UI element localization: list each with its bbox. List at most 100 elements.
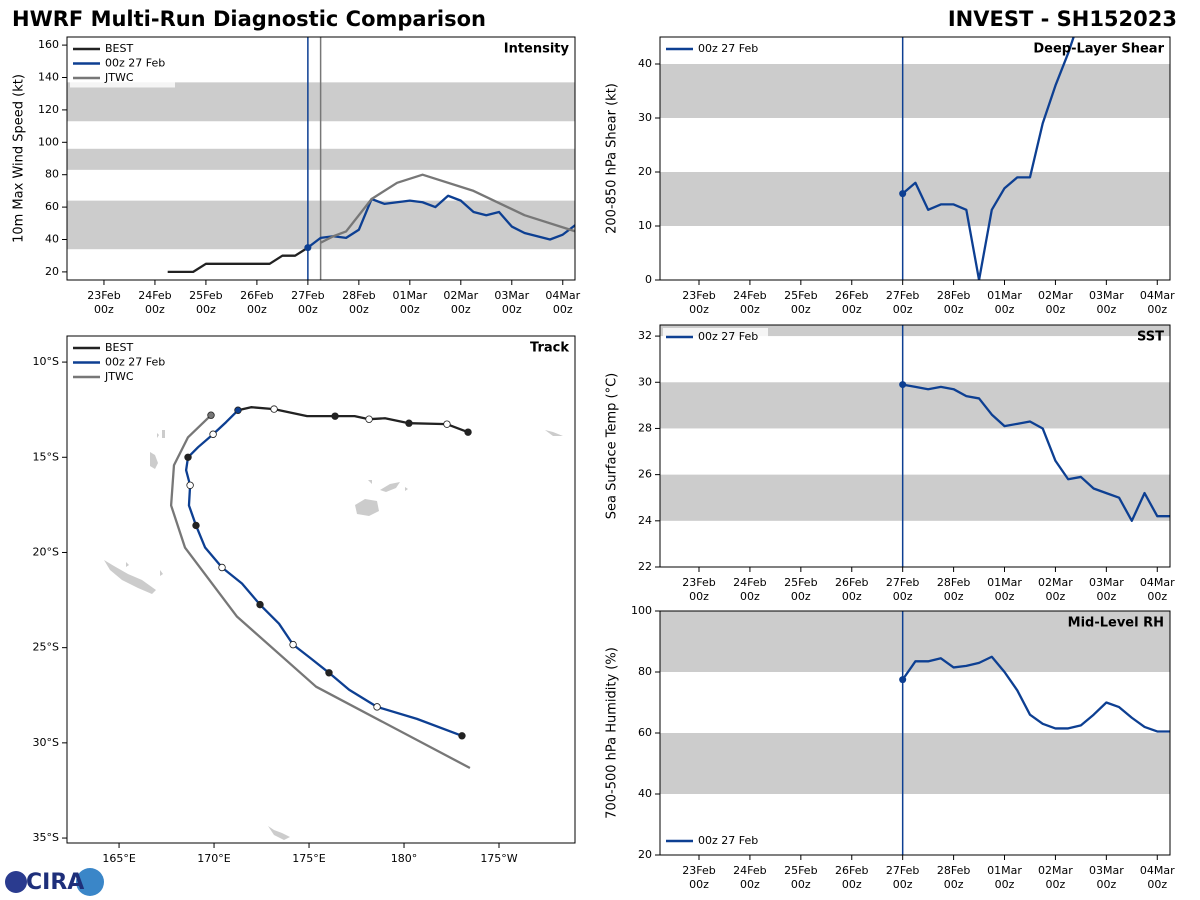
x-tick-label: 02Mar 00z <box>1038 289 1073 316</box>
panel-title: Deep-Layer Shear <box>1033 42 1164 57</box>
x-tick-label: 24Feb 00z <box>733 289 767 316</box>
x-tick-label: 03Mar 00z <box>1088 576 1124 603</box>
x-tick-label: 28Feb 00z <box>342 289 376 316</box>
y-tick-label: 32 <box>638 329 652 342</box>
x-tick-label: 04Mar 00z <box>1139 864 1175 891</box>
category-band <box>660 733 1170 794</box>
y-tick-label: 35°S <box>33 831 59 844</box>
axes-frame <box>66 335 576 844</box>
land <box>104 395 563 840</box>
y-tick-label: 160 <box>38 38 59 51</box>
track-point <box>184 453 192 461</box>
x-tick-label: 28Feb 00z <box>936 864 971 891</box>
track-point <box>443 420 451 428</box>
x-tick-label: 02Mar 00z <box>1038 576 1073 603</box>
track-point <box>192 521 200 530</box>
x-tick-label: 03Mar 00z <box>494 289 530 316</box>
legend-label: BEST <box>105 341 133 354</box>
category-band <box>660 325 1170 337</box>
y-tick-label: 80 <box>638 665 652 678</box>
y-tick-label: 40 <box>638 787 652 800</box>
x-tick-label: 180° <box>390 852 418 865</box>
y-tick-label: 100 <box>631 604 652 617</box>
y-tick-label: 24 <box>638 514 652 527</box>
panel-title: Track <box>530 341 569 356</box>
x-tick-label: 03Mar 00z <box>1088 289 1124 316</box>
axes-frame <box>659 324 1171 568</box>
y-axis-label: 200-850 hPa Shear (kt) <box>605 83 620 234</box>
plot-area <box>660 611 1170 855</box>
panel-title: SST <box>1137 330 1164 345</box>
legend-box <box>663 328 768 347</box>
series-line <box>901 37 1075 280</box>
y-tick-label: 10°S <box>33 355 59 368</box>
init-marker <box>899 381 907 389</box>
series-line <box>167 246 309 274</box>
category-band <box>660 474 1170 521</box>
x-tick-label: 165°E <box>102 852 136 865</box>
track-point <box>289 640 297 649</box>
x-tick-label: 27Feb 00z <box>291 289 325 316</box>
y-tick-label: 30 <box>638 111 652 124</box>
track-point <box>209 430 217 438</box>
x-tick-label: 25Feb 00z <box>784 289 818 316</box>
x-tick-label: 01Mar 00z <box>987 576 1022 603</box>
y-tick-label: 30°S <box>33 736 59 749</box>
track-point <box>373 703 381 711</box>
category-band <box>660 382 1170 429</box>
y-tick-label: 40 <box>638 57 652 70</box>
x-tick-label: 23Feb 00z <box>682 864 716 891</box>
x-tick-label: 28Feb 00z <box>936 576 971 603</box>
init-marker <box>899 676 907 684</box>
legend-label: 00z 27 Feb <box>698 42 758 55</box>
series-line <box>901 655 1170 733</box>
y-axis-label: Sea Surface Temp (°C) <box>605 373 620 520</box>
x-tick-label: 170°E <box>197 852 231 865</box>
track-point <box>234 406 242 414</box>
x-tick-label: 01Mar 00z <box>987 864 1022 891</box>
x-tick-label: 04Mar 00z <box>545 289 581 316</box>
init-marker <box>304 244 312 252</box>
category-band <box>660 64 1170 118</box>
panel-title: Intensity <box>504 42 570 57</box>
track-point <box>464 428 472 436</box>
island <box>127 395 563 840</box>
x-tick-label: 26Feb 00z <box>835 289 869 316</box>
y-tick-label: 30 <box>638 375 652 388</box>
y-tick-label: 100 <box>38 135 59 148</box>
legend-label: 00z 27 Feb <box>698 330 758 343</box>
track-line <box>237 406 469 434</box>
legend-label: 00z 27 Feb <box>698 834 758 847</box>
y-tick-label: 140 <box>38 71 59 84</box>
island <box>355 480 408 516</box>
track-point <box>256 600 264 609</box>
logo-mark <box>76 868 104 896</box>
y-tick-label: 25°S <box>33 641 59 654</box>
legend-box <box>663 40 768 59</box>
legend-label: 00z 27 Feb <box>105 57 165 70</box>
x-tick-label: 23Feb 00z <box>682 289 716 316</box>
x-tick-label: 04Mar 00z <box>1139 289 1175 316</box>
x-tick-label: 27Feb 00z <box>885 864 920 891</box>
x-tick-label: 03Mar 00z <box>1088 864 1124 891</box>
y-tick-label: 40 <box>45 233 59 246</box>
x-tick-label: 28Feb 00z <box>936 289 971 316</box>
y-tick-label: 22 <box>638 560 652 573</box>
logo: CIRA <box>5 868 104 896</box>
legend-label: BEST <box>105 42 133 55</box>
y-axis-label: 10m Max Wind Speed (kt) <box>12 74 27 243</box>
y-tick-label: 15°S <box>33 450 59 463</box>
track-point <box>270 405 278 413</box>
figure-title: HWRF Multi-Run Diagnostic Comparison <box>12 7 486 31</box>
y-tick-label: 60 <box>638 726 652 739</box>
x-tick-label: 04Mar 00z <box>1139 576 1175 603</box>
island <box>150 430 165 469</box>
axes-frame <box>659 36 1171 281</box>
x-tick-label: 01Mar 00z <box>987 289 1022 316</box>
panel-title: Mid-Level RH <box>1068 616 1164 631</box>
x-tick-label: 27Feb 00z <box>885 289 920 316</box>
x-tick-label: 24Feb 00z <box>138 289 172 316</box>
track-point <box>207 411 215 419</box>
plot-area <box>67 37 575 280</box>
y-tick-label: 80 <box>45 168 59 181</box>
